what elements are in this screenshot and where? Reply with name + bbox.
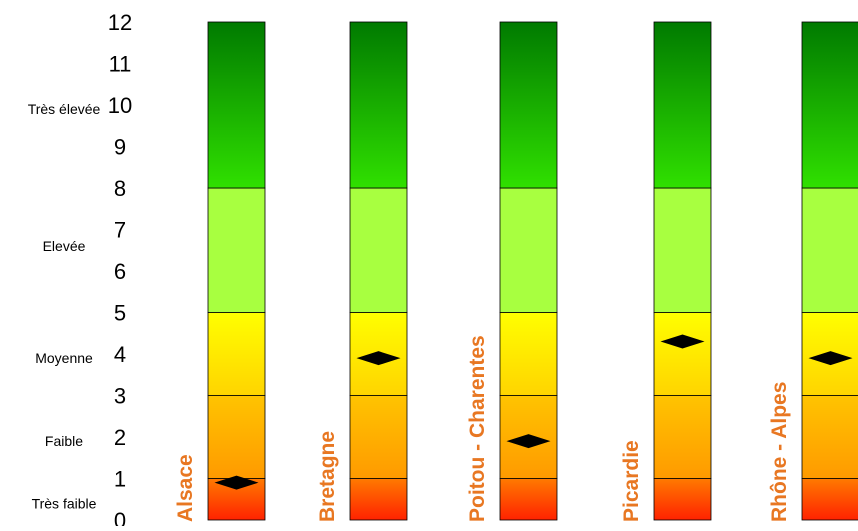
risk-band	[653, 312, 712, 396]
risk-band	[499, 21, 558, 189]
risk-band	[349, 478, 408, 521]
y-tick-label: 6	[114, 259, 126, 284]
risk-band	[499, 312, 558, 396]
y-tick-label: 9	[114, 135, 126, 160]
risk-band	[349, 21, 408, 189]
value-marker	[356, 351, 401, 366]
y-tick-label: 1	[114, 467, 126, 492]
region-column: Bretagne	[316, 21, 408, 522]
region-label: Alsace	[174, 454, 197, 522]
y-tick-label: 3	[114, 384, 126, 409]
risk-band	[499, 187, 558, 313]
risk-level-label: Moyenne	[35, 350, 93, 366]
risk-band	[349, 395, 408, 479]
risk-band	[653, 395, 712, 479]
risk-band	[207, 21, 266, 189]
risk-band	[801, 187, 858, 313]
risk-band	[653, 478, 712, 521]
region-column: Rhône - Alpes	[768, 21, 858, 522]
value-marker	[214, 475, 259, 490]
region-label: Poitou - Charentes	[466, 335, 489, 522]
risk-level-label: Très élevée	[28, 101, 101, 117]
risk-band	[349, 312, 408, 396]
risk-band	[207, 312, 266, 396]
value-marker	[808, 351, 853, 366]
value-marker	[660, 334, 705, 349]
region-label: Rhône - Alpes	[768, 382, 791, 522]
risk-level-label: Elevée	[43, 238, 86, 254]
y-tick-label: 5	[114, 301, 126, 326]
y-tick-label: 8	[114, 176, 126, 201]
y-tick-label: 10	[108, 93, 132, 118]
region-column: Alsace	[174, 21, 266, 522]
y-tick-label: 12	[108, 10, 132, 35]
level-labels: Très faible Faible Moyenne Elevée Très élevé…	[28, 101, 101, 511]
risk-band	[653, 187, 712, 313]
region-label: Picardie	[620, 440, 643, 522]
region-column: Picardie	[620, 21, 712, 522]
y-tick-label: 7	[114, 218, 126, 243]
risk-band	[349, 187, 408, 313]
value-marker	[506, 434, 551, 449]
y-tick-label: 2	[114, 425, 126, 450]
risk-band	[499, 478, 558, 521]
region-columns: Alsace Bretagne Poitou - Charentes Picardie…	[174, 21, 858, 522]
risk-band	[653, 21, 712, 189]
risk-band	[207, 187, 266, 313]
risk-band	[801, 395, 858, 479]
y-tick-label: 0	[114, 508, 126, 526]
y-tick-label: 4	[114, 342, 126, 367]
region-column: Poitou - Charentes	[466, 21, 558, 522]
risk-level-label: Faible	[45, 433, 83, 449]
y-tick-label: 11	[109, 52, 132, 77]
risk-level-label: Très faible	[32, 495, 97, 511]
risk-band	[207, 395, 266, 479]
risk-band	[801, 21, 858, 189]
region-label: Bretagne	[316, 431, 339, 522]
risk-band	[801, 478, 858, 521]
